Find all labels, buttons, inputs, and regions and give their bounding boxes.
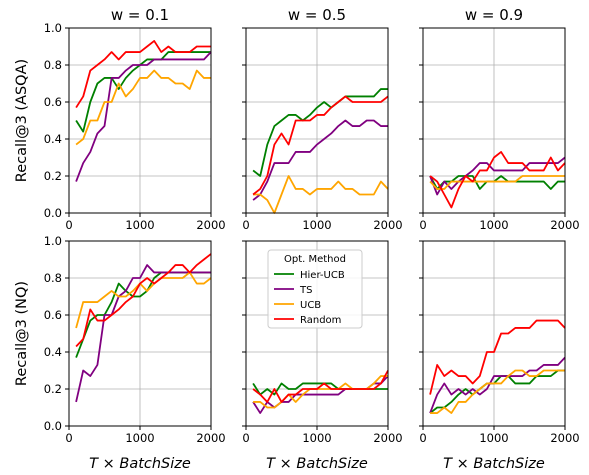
x-tick-label: 2000 bbox=[550, 431, 579, 445]
series-line-random bbox=[429, 151, 566, 209]
y-tick-label: 0.0 bbox=[44, 419, 62, 433]
series-line-ucb bbox=[75, 69, 211, 146]
legend-title: Opt. Method bbox=[284, 254, 346, 265]
y-tick-label: 0.0 bbox=[44, 206, 62, 220]
series-line-ts bbox=[429, 356, 566, 414]
legend: Opt. Method Hier-UCB TS UCB Random bbox=[267, 249, 363, 329]
series-line-hier-ucb bbox=[252, 88, 388, 177]
y-tick-label: 0.6 bbox=[44, 308, 62, 322]
series-line-ts bbox=[252, 119, 388, 201]
legend-box bbox=[267, 249, 363, 329]
y-tick-label: 0.8 bbox=[44, 58, 62, 72]
legend-entry-label: TS bbox=[299, 285, 312, 296]
x-tick-label: 1000 bbox=[125, 431, 154, 445]
subplot-asqa-col1: 0 1000 2000 0.0 0.2 0.4 0.6 0.8 1.0 bbox=[44, 21, 226, 232]
legend-entry-label: Random bbox=[300, 315, 341, 326]
series-line-ucb bbox=[253, 175, 389, 214]
x-tick-label: 0 bbox=[65, 218, 72, 232]
x-tick-label: 1000 bbox=[302, 218, 331, 232]
y-axis-label: Recall@3 (NQ) bbox=[14, 281, 30, 386]
x-tick-label: 1000 bbox=[479, 218, 508, 232]
series-line-hier-ucb bbox=[429, 369, 565, 414]
y-tick-label: 0.8 bbox=[44, 271, 62, 285]
x-axis-label: T × BatchSize bbox=[89, 456, 191, 472]
x-tick-label: 0 bbox=[65, 431, 72, 445]
series-line-hier-ucb bbox=[429, 175, 565, 190]
x-tick-label: 2000 bbox=[196, 218, 225, 232]
y-tick-label: 1.0 bbox=[44, 21, 62, 35]
series-line-ts bbox=[75, 51, 212, 182]
column-title: w = 0.9 bbox=[465, 6, 523, 24]
series-line-random bbox=[75, 253, 212, 348]
y-axis-label: Recall@3 (ASQA) bbox=[14, 59, 30, 182]
y-tick-label: 1.0 bbox=[44, 234, 62, 248]
subplot-nq-col1: 0 1000 2000 0.0 0.2 0.4 0.6 0.8 1.0 T × BatchSize bbox=[44, 234, 226, 472]
legend-entry-label: Hier-UCB bbox=[300, 270, 345, 281]
series-line-ucb bbox=[75, 271, 212, 329]
y-tick-label: 0.2 bbox=[44, 382, 62, 396]
y-tick-label: 0.4 bbox=[44, 132, 62, 146]
subplot-nq-col3: 0 1000 2000 T × BatchSize bbox=[419, 240, 580, 472]
y-tick-label: 0.2 bbox=[44, 169, 62, 183]
series-line-ucb bbox=[429, 175, 565, 190]
y-tick-label: 0.4 bbox=[44, 345, 62, 359]
x-tick-label: 1000 bbox=[479, 431, 508, 445]
x-tick-label: 2000 bbox=[373, 218, 402, 232]
x-axis-label: T × BatchSize bbox=[266, 456, 368, 472]
series-line-ucb bbox=[430, 369, 565, 414]
x-axis-label: T × BatchSize bbox=[443, 456, 545, 472]
x-tick-label: 2000 bbox=[550, 218, 579, 232]
series-line-random bbox=[252, 370, 389, 403]
legend-entry-label: UCB bbox=[300, 300, 321, 311]
x-tick-label: 0 bbox=[419, 431, 426, 445]
subplot-asqa-col2: 0 1000 2000 bbox=[242, 27, 403, 232]
series-line-random bbox=[75, 40, 211, 109]
x-tick-label: 1000 bbox=[125, 218, 154, 232]
subplot-asqa-col3: 0 1000 2000 bbox=[419, 27, 580, 232]
x-tick-label: 2000 bbox=[373, 431, 402, 445]
x-tick-label: 0 bbox=[242, 431, 249, 445]
series-line-random bbox=[252, 95, 389, 196]
series-line-random bbox=[429, 319, 566, 395]
series-line-ts bbox=[75, 264, 211, 403]
column-title: w = 0.5 bbox=[288, 6, 346, 24]
x-tick-label: 2000 bbox=[196, 431, 225, 445]
column-title: w = 0.1 bbox=[111, 6, 169, 24]
y-tick-label: 0.6 bbox=[44, 95, 62, 109]
x-tick-label: 0 bbox=[419, 218, 426, 232]
x-tick-label: 1000 bbox=[302, 431, 331, 445]
series-line-ts bbox=[429, 156, 566, 196]
x-tick-label: 0 bbox=[242, 218, 249, 232]
